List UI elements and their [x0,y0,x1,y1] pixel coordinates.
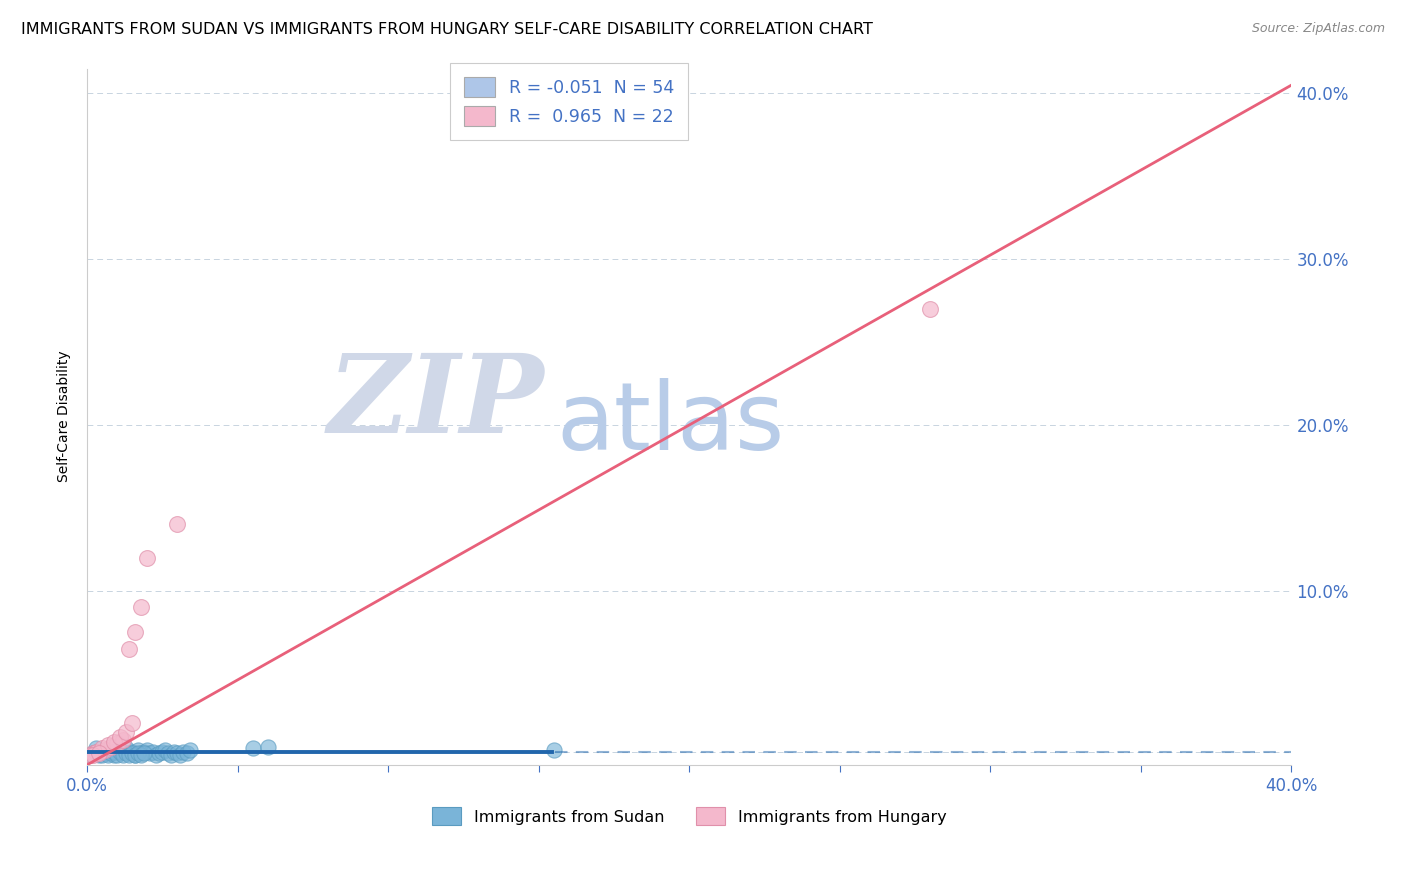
Legend: Immigrants from Sudan, Immigrants from Hungary: Immigrants from Sudan, Immigrants from H… [425,799,955,833]
Point [166,517,188,532]
Y-axis label: Self-Care Disability: Self-Care Disability [58,351,72,483]
Point [121,746,143,760]
Point [115,746,138,760]
Point [112,747,135,762]
Point [89,745,111,759]
Point [131,747,153,762]
Point [543,743,565,757]
Text: ZIP: ZIP [328,349,544,457]
Point [105,743,128,757]
Point [124,625,146,640]
Point [152,745,174,759]
Point [118,641,141,656]
Text: IMMIGRANTS FROM SUDAN VS IMMIGRANTS FROM HUNGARY SELF-CARE DISABILITY CORRELATIO: IMMIGRANTS FROM SUDAN VS IMMIGRANTS FROM… [21,22,873,37]
Point [163,745,186,759]
Point [94,746,117,760]
Point [79,747,101,762]
Point [124,747,146,762]
Point [94,743,117,757]
Point [173,745,195,759]
Point [242,741,264,756]
Point [105,747,128,762]
Point [103,734,125,748]
Point [97,747,120,762]
Point [920,301,942,316]
Point [169,747,191,762]
Point [84,745,107,759]
Point [136,550,159,565]
Point [124,747,146,762]
Point [115,724,138,739]
Point [139,746,162,760]
Point [115,741,138,756]
Point [112,733,135,747]
Point [134,746,156,760]
Point [176,746,198,760]
Point [142,745,165,759]
Point [160,747,183,762]
Point [118,747,141,762]
Point [100,739,122,754]
Point [103,747,125,762]
Point [110,746,132,760]
Point [91,741,114,756]
Point [91,745,114,759]
Point [94,743,117,757]
Point [157,746,180,760]
Point [118,746,141,760]
Point [121,745,143,759]
Point [134,745,156,759]
Point [110,745,132,759]
Point [84,741,107,756]
Point [84,745,107,759]
Point [110,730,132,744]
Point [121,716,143,731]
Point [131,600,153,615]
Point [148,746,170,760]
Point [155,743,177,757]
Point [166,746,188,760]
Point [105,736,128,750]
Point [82,747,104,762]
Point [100,746,122,760]
Point [131,746,153,760]
Point [91,747,114,762]
Point [82,746,104,760]
Text: atlas: atlas [557,377,785,470]
Point [256,739,278,754]
Point [97,738,120,752]
Point [79,747,101,762]
Text: Source: ZipAtlas.com: Source: ZipAtlas.com [1251,22,1385,36]
Point [100,745,122,759]
Point [127,746,149,760]
Point [89,746,111,760]
Point [179,743,201,757]
Point [112,745,135,759]
Point [89,747,111,762]
Point [82,746,104,760]
Point [136,743,159,757]
Point [103,745,125,759]
Point [145,747,167,762]
Point [97,746,120,760]
Point [127,743,149,757]
